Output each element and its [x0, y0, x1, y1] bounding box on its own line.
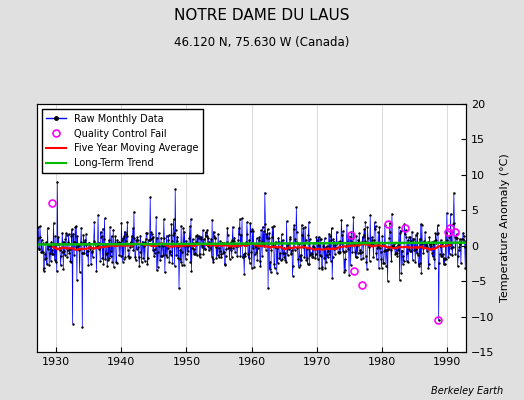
- Text: Berkeley Earth: Berkeley Earth: [431, 386, 503, 396]
- Text: 46.120 N, 75.630 W (Canada): 46.120 N, 75.630 W (Canada): [174, 36, 350, 49]
- Text: NOTRE DAME DU LAUS: NOTRE DAME DU LAUS: [174, 8, 350, 23]
- Legend: Raw Monthly Data, Quality Control Fail, Five Year Moving Average, Long-Term Tren: Raw Monthly Data, Quality Control Fail, …: [41, 109, 203, 173]
- Y-axis label: Temperature Anomaly (°C): Temperature Anomaly (°C): [500, 154, 510, 302]
